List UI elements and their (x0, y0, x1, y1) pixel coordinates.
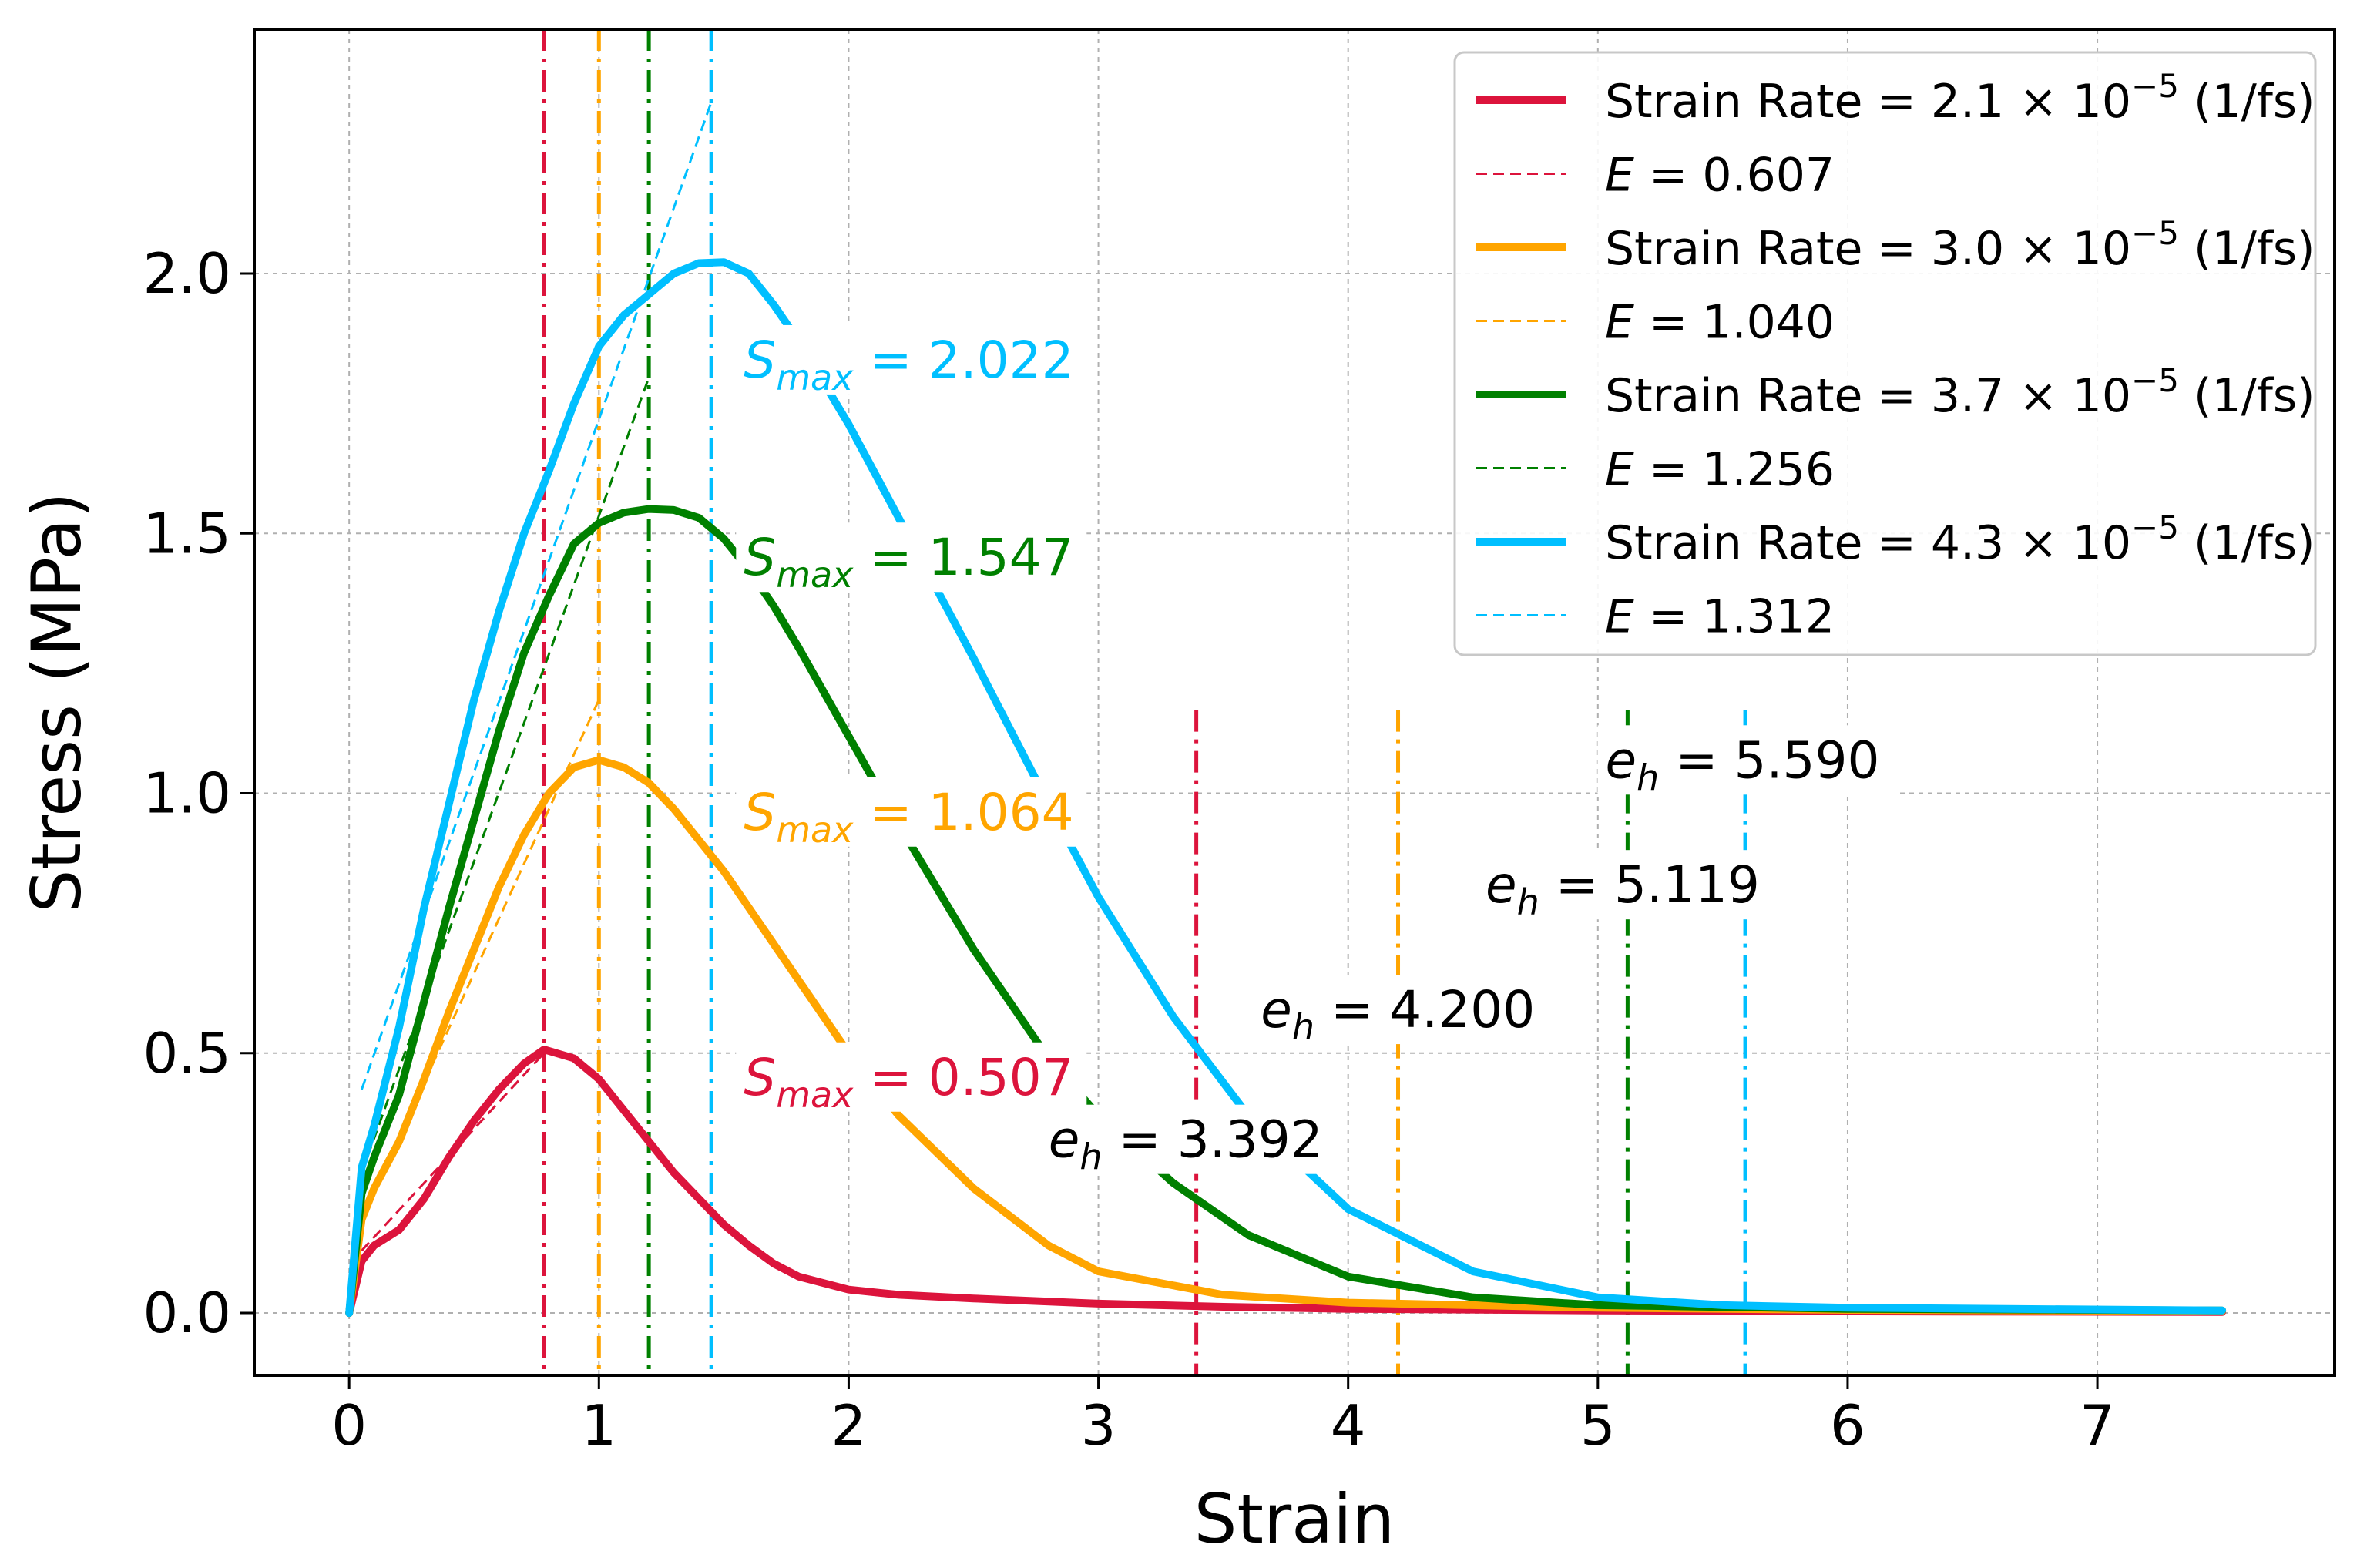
series-line (345, 505, 2227, 1318)
x-axis-label: Strain (1194, 1479, 1395, 1559)
legend-entry-label: Strain Rate = 3.7 × 10−5 (1/fs) (1605, 361, 2315, 423)
series-line (345, 1046, 2227, 1318)
x-tick-label: 6 (1830, 1393, 1865, 1458)
y-tick-label: 1.5 (143, 501, 231, 566)
plot-frame (253, 28, 2336, 1377)
peak-label-box (736, 777, 1087, 847)
modulus-fit-line (361, 1052, 546, 1252)
legend-entry-label: E = 1.040 (1605, 296, 1835, 350)
legend-entry-label: Strain Rate = 4.3 × 10−5 (1/fs) (1605, 509, 2315, 570)
modulus-fit-lines (360, 101, 713, 1252)
legend-entry-label: Strain Rate = 2.1 × 10−5 (1/fs) (1605, 67, 2315, 129)
legend-entry-label: E = 1.312 (1605, 590, 1835, 644)
eh-label: eh = 5.119 (1486, 855, 1760, 923)
series-line (345, 756, 2227, 1318)
eh-label: eh = 4.200 (1261, 980, 1535, 1048)
eh-label: eh = 3.392 (1049, 1110, 1323, 1178)
y-axis-label: Stress (MPa) (17, 492, 96, 912)
peak-label: Smax = 1.547 (744, 528, 1073, 596)
peak-label: Smax = 0.507 (744, 1048, 1073, 1116)
y-tick-label: 2.0 (143, 241, 231, 306)
axis-ticks: 0 1 2 3 4 5 6 7 0.0 0.5 1.0 1.5 2.0 (143, 241, 2114, 1458)
legend: Strain Rate = 2.1 × 10−5 (1/fs) E = 0.607… (1453, 51, 2317, 656)
eh-label-box (1253, 975, 1554, 1045)
legend-box (1453, 51, 2317, 656)
eh-label-box (1597, 725, 1899, 795)
y-tick-label: 1.0 (143, 761, 231, 826)
x-tick-label: 2 (831, 1393, 867, 1458)
x-tick-label: 0 (331, 1393, 367, 1458)
x-tick-label: 5 (1580, 1393, 1616, 1458)
x-tick-label: 7 (2080, 1393, 2115, 1458)
legend-entry-label: E = 0.607 (1605, 149, 1835, 203)
peak-label: Smax = 2.022 (744, 331, 1073, 398)
peak-label: Smax = 1.064 (744, 783, 1073, 851)
y-tick-label: 0.5 (143, 1021, 231, 1086)
peak-label-box (736, 324, 1087, 395)
legend-entry-label: Strain Rate = 3.0 × 10−5 (1/fs) (1605, 214, 2315, 276)
x-tick-label: 4 (1331, 1393, 1366, 1458)
peak-label-box (736, 522, 1087, 593)
series-line (345, 258, 2227, 1318)
peak-label-box (736, 1042, 1087, 1112)
eh-label-box (1040, 1104, 1341, 1174)
stress-curves (345, 258, 2227, 1318)
modulus-fit-line (360, 377, 650, 1173)
x-tick-label: 3 (1081, 1393, 1116, 1458)
legend-entry-label: E = 1.256 (1605, 443, 1835, 497)
eh-label-box (1477, 850, 1778, 920)
eh-label: eh = 5.590 (1606, 730, 1880, 798)
y-tick-label: 0.0 (143, 1281, 231, 1345)
x-tick-label: 1 (581, 1393, 616, 1458)
